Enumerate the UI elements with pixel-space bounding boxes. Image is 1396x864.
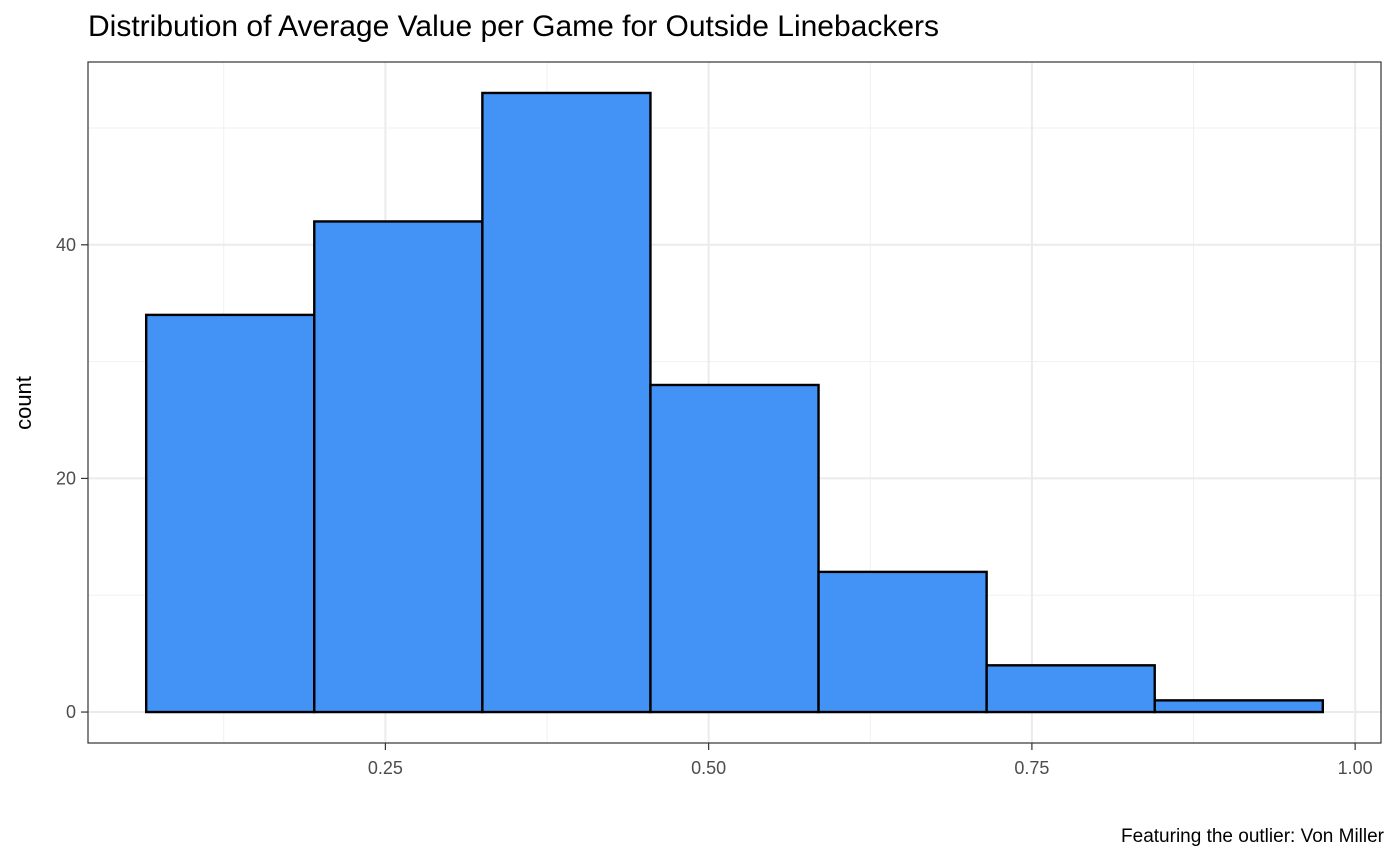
y-tick-label: 40 [56,235,76,255]
histogram-bar [481,91,652,714]
chart-title: Distribution of Average Value per Game f… [88,10,940,43]
y-tick-label: 0 [66,702,76,722]
chart-caption: Featuring the outlier: Von Miller [1121,826,1384,847]
x-tick-label: 1.00 [1338,758,1373,778]
x-axis-ticks: 0.25 0.50 0.75 1.00 [368,743,1373,778]
panel-border [87,61,1382,744]
y-tick-label: 20 [56,468,76,488]
histogram-bar [1153,699,1325,714]
y-axis-ticks: 0 20 40 [56,235,88,722]
histogram-bar [313,220,484,714]
x-tick-label: 0.25 [368,758,403,778]
x-tick-label: 0.75 [1014,758,1049,778]
histogram-bar [144,313,316,714]
histogram-bar [817,570,988,714]
histogram-bar [649,383,820,714]
histogram-bars [144,91,1325,714]
histogram-bar [985,664,1156,714]
x-tick-label: 0.50 [691,758,726,778]
